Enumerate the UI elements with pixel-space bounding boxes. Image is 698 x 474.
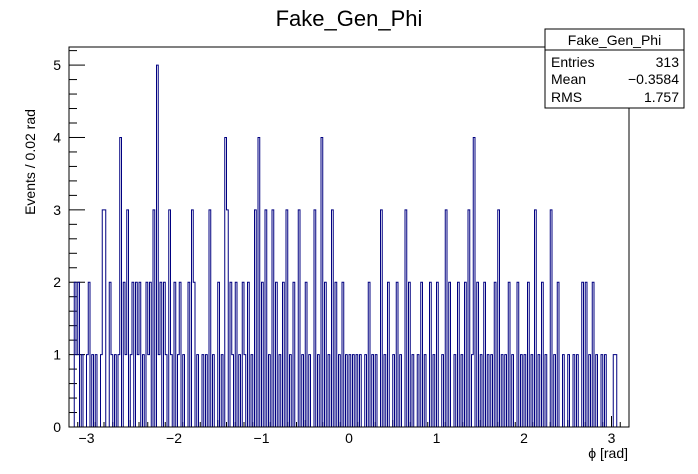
histogram-series-outline	[73, 64, 618, 427]
x-tick-label: 2	[520, 430, 528, 446]
x-tick-labels: −3 −2 −1 0 1 2 3	[79, 430, 616, 446]
stats-entries-value: 313	[656, 54, 680, 70]
stats-rms-label: RMS	[551, 89, 582, 105]
x-tick-label: 0	[345, 430, 353, 446]
x-tick-label: 3	[608, 430, 616, 446]
x-tick-label: −3	[79, 430, 95, 446]
stats-entries-label: Entries	[551, 54, 595, 70]
x-tick-label: 1	[433, 430, 441, 446]
y-tick-label: 4	[53, 129, 61, 145]
x-tick-label: −2	[166, 430, 182, 446]
y-tick-label: 3	[53, 202, 61, 218]
stats-mean-value: −0.3584	[628, 71, 679, 87]
y-tick-label: 0	[53, 419, 61, 435]
chart-title: Fake_Gen_Phi	[276, 6, 423, 31]
stats-box-title: Fake_Gen_Phi	[568, 32, 661, 48]
stats-box-frame	[544, 28, 685, 109]
y-tick-label: 5	[53, 57, 61, 73]
plot-frame	[68, 46, 630, 428]
y-tick-labels: 0 1 2 3 4 5	[53, 57, 61, 435]
x-tick-label: −1	[254, 430, 270, 446]
stats-mean-label: Mean	[551, 71, 586, 87]
stats-box: Fake_Gen_Phi Entries 313 Mean −0.3584 RM…	[544, 28, 685, 109]
stats-rms-value: 1.757	[644, 89, 679, 105]
x-axis-label: ϕ [rad]	[588, 445, 628, 461]
y-axis-label: Events / 0.02 rad	[22, 109, 38, 215]
y-tick-label: 2	[53, 274, 61, 290]
y-tick-label: 1	[53, 347, 61, 363]
